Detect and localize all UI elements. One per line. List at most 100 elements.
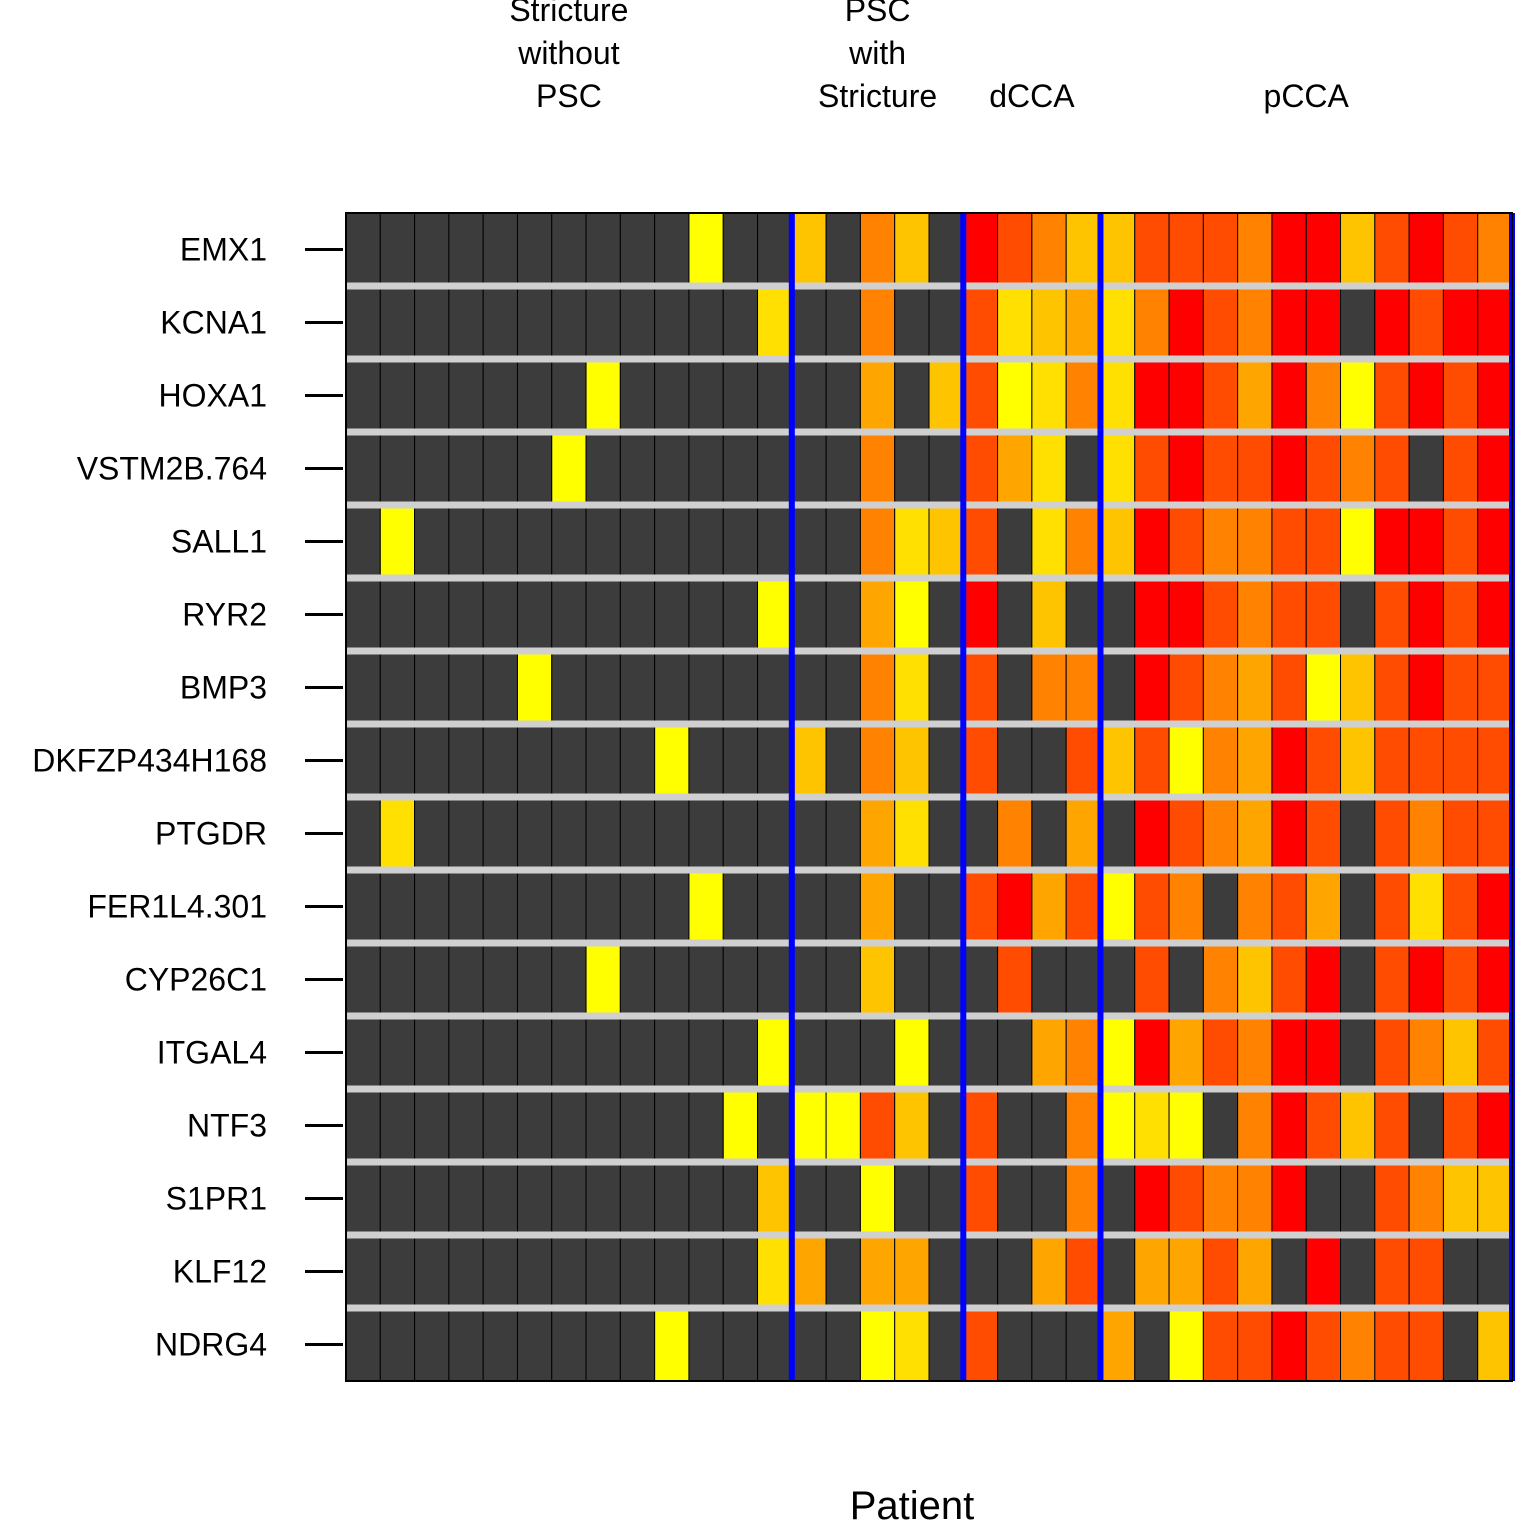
heatmap-cell bbox=[1099, 1015, 1136, 1090]
heatmap-cell bbox=[894, 431, 930, 506]
heatmap-cell bbox=[825, 212, 861, 287]
heatmap-cell bbox=[962, 1015, 999, 1090]
heatmap-cell bbox=[1202, 212, 1239, 287]
heatmap-cell bbox=[1237, 942, 1273, 1017]
heatmap-cell bbox=[757, 577, 793, 652]
heatmap-cell bbox=[1031, 504, 1067, 579]
heatmap-cell bbox=[928, 1161, 964, 1236]
heatmap-cell bbox=[722, 504, 759, 579]
heatmap-cell bbox=[414, 504, 450, 579]
heatmap-cell bbox=[448, 285, 484, 360]
heatmap-cell bbox=[1202, 869, 1239, 944]
heatmap-cell bbox=[1065, 285, 1101, 360]
heatmap-cell bbox=[1237, 431, 1273, 506]
heatmap-cell bbox=[1340, 1234, 1376, 1309]
heatmap-cell bbox=[1031, 1015, 1067, 1090]
heatmap-cell bbox=[1305, 431, 1342, 506]
heatmap-cell bbox=[688, 1234, 724, 1309]
heatmap-cell bbox=[1031, 577, 1067, 652]
heatmap-cell bbox=[345, 942, 381, 1017]
heatmap-cell bbox=[1202, 1088, 1239, 1163]
heatmap-cell bbox=[619, 285, 656, 360]
heatmap-cell bbox=[1065, 796, 1101, 871]
heatmap-cell bbox=[1134, 212, 1170, 287]
heatmap-cell bbox=[1477, 650, 1513, 725]
heatmap-cell bbox=[1134, 358, 1170, 433]
heatmap-cell bbox=[414, 869, 450, 944]
heatmap-cell bbox=[791, 1088, 827, 1163]
heatmap-cell bbox=[1237, 504, 1273, 579]
heatmap-cell bbox=[688, 650, 724, 725]
heatmap-cell bbox=[688, 869, 724, 944]
heatmap-cell bbox=[654, 285, 690, 360]
heatmap-cell bbox=[414, 1307, 450, 1382]
heatmap-cell bbox=[619, 796, 656, 871]
heatmap-cell bbox=[894, 212, 930, 287]
heatmap-cell bbox=[688, 431, 724, 506]
heatmap-cell bbox=[1408, 212, 1444, 287]
heatmap-cell bbox=[1374, 650, 1410, 725]
heatmap-cell bbox=[379, 431, 416, 506]
heatmap-cell bbox=[688, 358, 724, 433]
heatmap-cell bbox=[1408, 942, 1444, 1017]
heatmap-cell bbox=[516, 285, 553, 360]
heatmap-cell bbox=[1237, 723, 1273, 798]
heatmap-cell bbox=[619, 942, 656, 1017]
heatmap-cell bbox=[859, 1234, 896, 1309]
heatmap-cell bbox=[379, 869, 416, 944]
heatmap-cell bbox=[894, 1234, 930, 1309]
heatmap-cell bbox=[1031, 1307, 1067, 1382]
heatmap-cell bbox=[894, 1161, 930, 1236]
heatmap-cell bbox=[1134, 1234, 1170, 1309]
heatmap-cell bbox=[379, 723, 416, 798]
heatmap-cell bbox=[1340, 358, 1376, 433]
heatmap-cell bbox=[1237, 1161, 1273, 1236]
heatmap-cell bbox=[414, 1234, 450, 1309]
heatmap-cell bbox=[654, 504, 690, 579]
heatmap-cell bbox=[688, 796, 724, 871]
gene-label: PTGDR bbox=[155, 816, 267, 852]
heatmap-cell bbox=[619, 1015, 656, 1090]
heatmap-cell bbox=[482, 650, 518, 725]
heatmap-cell bbox=[482, 942, 518, 1017]
heatmap-cell bbox=[1408, 1234, 1444, 1309]
heatmap-cell bbox=[1099, 869, 1136, 944]
heatmap-cell bbox=[1031, 869, 1067, 944]
heatmap-cell bbox=[379, 1307, 416, 1382]
heatmap-cell bbox=[1065, 212, 1101, 287]
heatmap-cell bbox=[1442, 942, 1479, 1017]
heatmap-cell bbox=[1442, 650, 1479, 725]
heatmap-cell bbox=[928, 504, 964, 579]
heatmap-cell bbox=[379, 1234, 416, 1309]
gene-label: SALL1 bbox=[171, 524, 267, 560]
heatmap-cell bbox=[1477, 431, 1513, 506]
heatmap-cell bbox=[722, 577, 759, 652]
heatmap-cell bbox=[414, 1015, 450, 1090]
heatmap-cell bbox=[414, 358, 450, 433]
heatmap-cell bbox=[859, 1161, 896, 1236]
heatmap-cell bbox=[894, 869, 930, 944]
gene-label: KCNA1 bbox=[160, 305, 267, 341]
heatmap-cell bbox=[482, 358, 518, 433]
heatmap-cell bbox=[585, 285, 621, 360]
heatmap-cell bbox=[482, 1088, 518, 1163]
heatmap-cell bbox=[654, 723, 690, 798]
heatmap-cell bbox=[345, 796, 381, 871]
heatmap-cell bbox=[1134, 577, 1170, 652]
heatmap-cell bbox=[859, 504, 896, 579]
heatmap-cell bbox=[757, 212, 793, 287]
gene-label: FER1L4.301 bbox=[87, 889, 267, 925]
heatmap-cell bbox=[928, 577, 964, 652]
row-separator bbox=[346, 355, 1512, 363]
heatmap-cell bbox=[585, 1307, 621, 1382]
heatmap-cell bbox=[997, 358, 1033, 433]
heatmap-cell bbox=[1202, 1161, 1239, 1236]
heatmap-cell bbox=[1065, 942, 1101, 1017]
heatmap-cell bbox=[894, 650, 930, 725]
gene-label: NTF3 bbox=[187, 1108, 267, 1144]
heatmap-cell bbox=[791, 1015, 827, 1090]
heatmap-cell bbox=[516, 1161, 553, 1236]
heatmap-cell bbox=[1065, 723, 1101, 798]
heatmap-cell bbox=[928, 1307, 964, 1382]
heatmap-cell bbox=[859, 1307, 896, 1382]
